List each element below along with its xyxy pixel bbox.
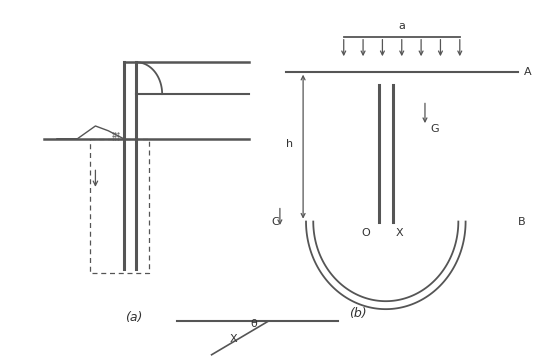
Text: G: G [431,125,439,134]
Text: (a): (a) [125,311,143,324]
Text: a: a [398,21,405,31]
Text: O: O [361,228,370,238]
Text: h: h [286,139,294,149]
Text: C: C [271,216,279,227]
Text: A: A [523,67,531,77]
Text: X: X [396,228,403,238]
Text: X: X [230,334,238,344]
Text: (b): (b) [349,307,367,320]
Text: B: B [518,216,526,227]
Text: θ: θ [251,319,257,329]
